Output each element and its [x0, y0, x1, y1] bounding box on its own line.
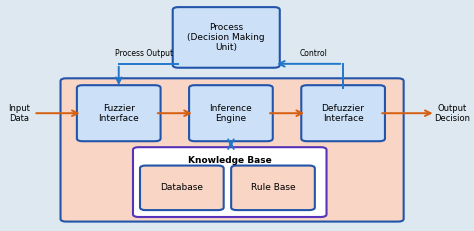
Text: Input
Data: Input Data — [9, 103, 30, 123]
Text: Knowledge Base: Knowledge Base — [188, 156, 272, 165]
Text: Rule Base: Rule Base — [251, 183, 295, 192]
Text: Defuzzier
Interface: Defuzzier Interface — [322, 103, 365, 123]
Text: Process
(Decision Making
Unit): Process (Decision Making Unit) — [187, 23, 265, 52]
Text: Inference
Engine: Inference Engine — [210, 103, 252, 123]
FancyBboxPatch shape — [77, 85, 161, 141]
FancyBboxPatch shape — [133, 147, 327, 217]
FancyBboxPatch shape — [61, 78, 404, 222]
Text: Output
Decision: Output Decision — [434, 103, 470, 123]
FancyBboxPatch shape — [173, 7, 280, 68]
Text: Process Output: Process Output — [115, 49, 173, 58]
FancyBboxPatch shape — [231, 166, 315, 210]
Text: Database: Database — [160, 183, 203, 192]
Text: Fuzzier
Interface: Fuzzier Interface — [99, 103, 139, 123]
FancyBboxPatch shape — [301, 85, 385, 141]
Text: Control: Control — [300, 49, 327, 58]
FancyBboxPatch shape — [189, 85, 273, 141]
FancyBboxPatch shape — [140, 166, 224, 210]
